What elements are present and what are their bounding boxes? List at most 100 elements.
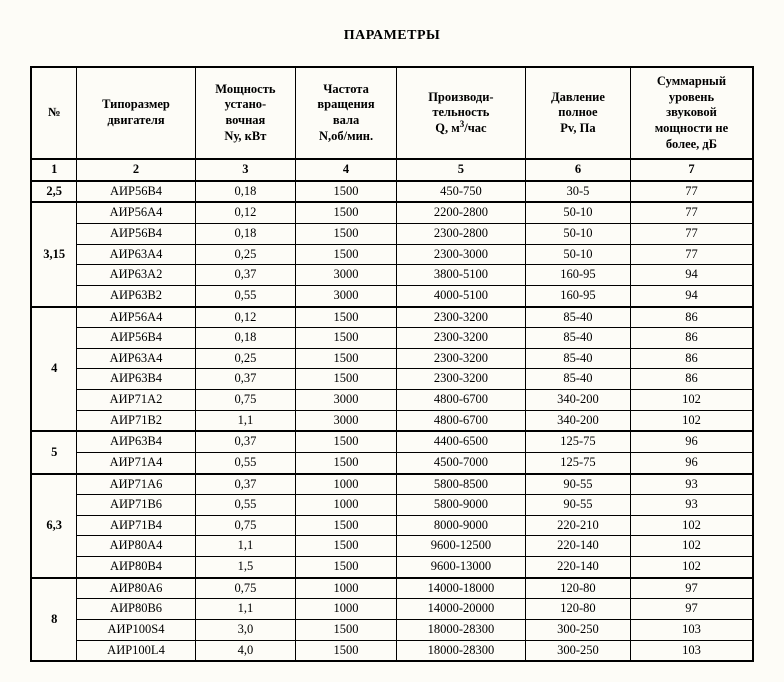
data-cell: 2300-3200 [396, 328, 525, 349]
data-cell: 220-210 [525, 515, 630, 536]
group-label: 6,3 [31, 474, 77, 578]
table-row: АИР100L44,0150018000-28300300-250103 [31, 640, 753, 661]
data-cell: 8000-9000 [396, 515, 525, 536]
data-cell: 4000-5100 [396, 285, 525, 306]
table-row: 2,5АИР56В40,181500450-75030-577 [31, 181, 753, 203]
data-cell: 0,37 [195, 431, 296, 452]
data-cell: 300-250 [525, 640, 630, 661]
table-row: АИР71В60,5510005800-900090-5593 [31, 495, 753, 516]
data-cell: 94 [630, 285, 753, 306]
data-cell: 93 [630, 474, 753, 495]
index-cell: 7 [630, 159, 753, 181]
data-cell: 50-10 [525, 202, 630, 223]
data-cell: 77 [630, 244, 753, 265]
data-cell: 125-75 [525, 431, 630, 452]
index-cell: 6 [525, 159, 630, 181]
table-row: АИР100S43,0150018000-28300300-250103 [31, 619, 753, 640]
data-cell: 102 [630, 515, 753, 536]
data-cell: АИР63А2 [77, 265, 195, 286]
data-cell: 86 [630, 348, 753, 369]
index-cell: 4 [296, 159, 397, 181]
data-cell: АИР80А6 [77, 578, 195, 599]
table-row: АИР80В41,515009600-13000220-140102 [31, 557, 753, 578]
data-cell: 9600-12500 [396, 536, 525, 557]
data-cell: 0,55 [195, 285, 296, 306]
table-row: АИР71А20,7530004800-6700340-200102 [31, 390, 753, 411]
table-row: АИР71В40,7515008000-9000220-210102 [31, 515, 753, 536]
data-cell: 0,18 [195, 328, 296, 349]
data-cell: 14000-18000 [396, 578, 525, 599]
table-row: АИР63А40,2515002300-320085-4086 [31, 348, 753, 369]
data-cell: 1500 [296, 307, 397, 328]
table-head: № Типоразмер двигателя Мощностьустано-во… [31, 67, 753, 159]
data-cell: 18000-28300 [396, 619, 525, 640]
data-cell: 96 [630, 452, 753, 473]
data-cell: АИР63В4 [77, 431, 195, 452]
data-cell: 85-40 [525, 369, 630, 390]
table-row: АИР56В40,1815002300-320085-4086 [31, 328, 753, 349]
col-header-rpm: ЧастотавращениявалаN,об/мин. [296, 67, 397, 159]
data-cell: 0,37 [195, 369, 296, 390]
data-cell: 340-200 [525, 410, 630, 431]
data-cell: 4,0 [195, 640, 296, 661]
data-cell: 0,12 [195, 202, 296, 223]
data-cell: АИР56В4 [77, 224, 195, 245]
data-cell: 1500 [296, 202, 397, 223]
data-cell: 2300-3200 [396, 307, 525, 328]
data-cell: 3800-5100 [396, 265, 525, 286]
data-cell: 0,55 [195, 495, 296, 516]
data-cell: 220-140 [525, 536, 630, 557]
data-cell: 4400-6500 [396, 431, 525, 452]
data-cell: 450-750 [396, 181, 525, 203]
index-cell: 2 [77, 159, 195, 181]
data-cell: 220-140 [525, 557, 630, 578]
col-header-size: Типоразмер двигателя [77, 67, 195, 159]
data-cell: 85-40 [525, 307, 630, 328]
data-cell: 102 [630, 536, 753, 557]
col-header-pressure: ДавлениеполноеPv, Па [525, 67, 630, 159]
data-cell: 1000 [296, 474, 397, 495]
data-cell: 0,75 [195, 578, 296, 599]
data-cell: 50-10 [525, 244, 630, 265]
data-cell: АИР71А2 [77, 390, 195, 411]
table-row: АИР80А41,115009600-12500220-140102 [31, 536, 753, 557]
data-cell: 5800-9000 [396, 495, 525, 516]
table-row: АИР63А40,2515002300-300050-1077 [31, 244, 753, 265]
data-cell: 77 [630, 181, 753, 203]
data-cell: 160-95 [525, 285, 630, 306]
data-cell: 102 [630, 410, 753, 431]
data-cell: 77 [630, 202, 753, 223]
table-row: АИР71В21,130004800-6700340-200102 [31, 410, 753, 431]
data-cell: 1500 [296, 328, 397, 349]
data-cell: 1500 [296, 452, 397, 473]
data-cell: АИР100S4 [77, 619, 195, 640]
data-cell: 86 [630, 369, 753, 390]
data-cell: 86 [630, 328, 753, 349]
data-cell: АИР71А4 [77, 452, 195, 473]
data-cell: 1500 [296, 224, 397, 245]
data-cell: 96 [630, 431, 753, 452]
data-cell: 2200-2800 [396, 202, 525, 223]
index-cell: 5 [396, 159, 525, 181]
table-row: АИР56В40,1815002300-280050-1077 [31, 224, 753, 245]
data-cell: АИР71В6 [77, 495, 195, 516]
index-cell: 3 [195, 159, 296, 181]
data-cell: 0,12 [195, 307, 296, 328]
data-cell: АИР63А4 [77, 348, 195, 369]
table-row: 8АИР80А60,75100014000-18000120-8097 [31, 578, 753, 599]
data-cell: 1500 [296, 619, 397, 640]
data-cell: 102 [630, 390, 753, 411]
table-row: АИР63А20,3730003800-5100160-9594 [31, 265, 753, 286]
table-row: 6,3АИР71А60,3710005800-850090-5593 [31, 474, 753, 495]
data-cell: 85-40 [525, 328, 630, 349]
data-cell: 0,25 [195, 244, 296, 265]
group-label: 4 [31, 307, 77, 432]
data-cell: 1,5 [195, 557, 296, 578]
table-row: 4АИР56А40,1215002300-320085-4086 [31, 307, 753, 328]
data-cell: АИР56В4 [77, 328, 195, 349]
data-cell: 4800-6700 [396, 410, 525, 431]
index-cell: 1 [31, 159, 77, 181]
data-cell: 0,75 [195, 390, 296, 411]
data-cell: 4800-6700 [396, 390, 525, 411]
data-cell: 90-55 [525, 495, 630, 516]
